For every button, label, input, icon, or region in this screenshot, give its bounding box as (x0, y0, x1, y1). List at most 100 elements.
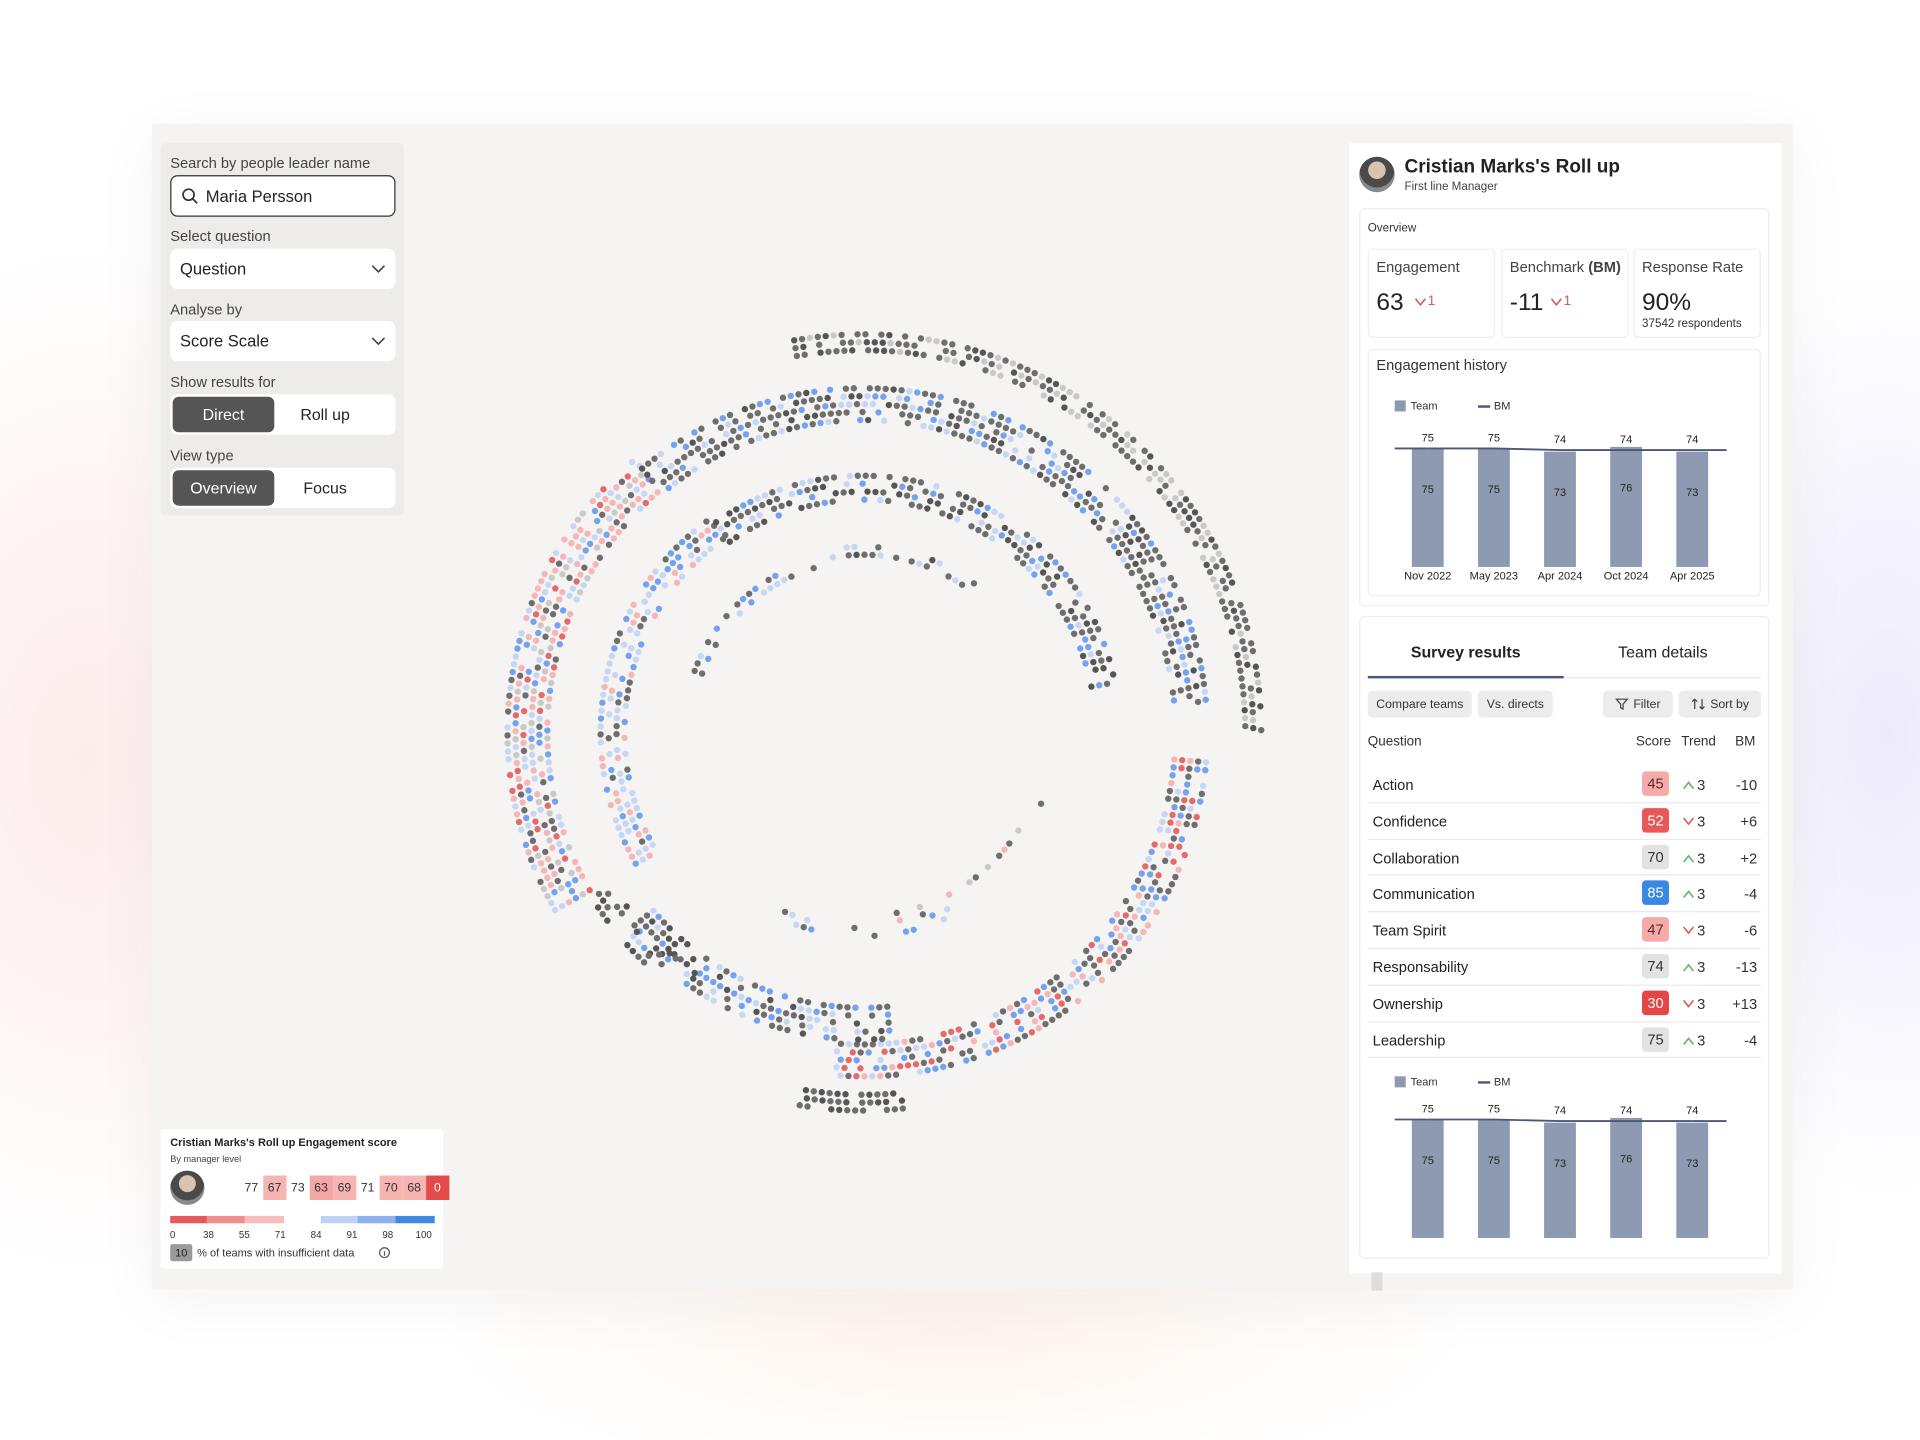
team-dot (1037, 995, 1045, 1002)
trend-down (1683, 817, 1695, 826)
team-dot (837, 1072, 844, 1079)
info-icon[interactable] (378, 1247, 390, 1259)
button[interactable]: Vs. directs (1477, 690, 1553, 718)
team-dot (548, 556, 556, 564)
team-dot (970, 497, 977, 504)
scale-tick-label: 38 (203, 1230, 214, 1241)
button[interactable]: Filter (1602, 690, 1673, 718)
team-dot (1051, 1005, 1059, 1012)
team-dot (978, 519, 985, 526)
team-dot (1070, 630, 1078, 637)
team-dot (782, 410, 790, 417)
team-dot (546, 687, 554, 695)
team-dot (571, 876, 579, 884)
team-dot (1128, 569, 1135, 577)
team-dot (869, 401, 877, 408)
team-dot (613, 484, 620, 491)
team-dot (1087, 422, 1094, 429)
team-dot (629, 501, 637, 508)
team-dot (831, 1035, 838, 1042)
tab[interactable]: Team details (1618, 642, 1708, 662)
team-dot (1183, 636, 1190, 643)
team-dot (738, 1002, 745, 1010)
team-dot (1023, 552, 1030, 559)
team-dot (938, 418, 945, 425)
team-dot (1023, 531, 1031, 538)
team-dot (1167, 842, 1175, 850)
team-dot (1063, 616, 1071, 623)
team-dot (877, 1072, 884, 1080)
team-dot (536, 731, 543, 738)
team-dot (613, 746, 621, 754)
team-dot (984, 863, 992, 871)
team-dot (1159, 818, 1166, 826)
team-dot (524, 676, 531, 683)
team-dot (940, 1030, 947, 1038)
team-dot (509, 668, 516, 676)
team-dot (929, 556, 936, 564)
team-dot (1159, 577, 1167, 584)
team-dot (1037, 800, 1045, 807)
team-dot (932, 1065, 939, 1072)
team-dot (981, 358, 988, 365)
team-dot (1188, 626, 1195, 633)
team-dot (525, 607, 533, 614)
team-dot (783, 1018, 790, 1025)
team-dot (691, 429, 698, 436)
team-dot (821, 1009, 828, 1017)
team-dot (1172, 873, 1179, 881)
team-dot (1086, 954, 1094, 962)
analyse-select[interactable]: Score Scale (170, 320, 396, 362)
team-dot (689, 561, 697, 569)
team-dot (788, 490, 796, 498)
team-dot (618, 478, 626, 486)
team-dot (635, 849, 643, 856)
toggle-option[interactable]: Direct (172, 396, 275, 433)
team-dot (1067, 577, 1074, 585)
team-dot (800, 398, 808, 405)
scale-tick-label: 55 (239, 1230, 250, 1241)
team-dot (512, 720, 519, 727)
team-dot (510, 660, 518, 668)
team-dot (854, 331, 861, 338)
team-dot (1111, 420, 1119, 428)
legend-label: BM (1494, 1076, 1511, 1088)
team-dot (946, 513, 954, 520)
team-dot (848, 488, 855, 496)
team-dot (1140, 574, 1147, 581)
team-dot (835, 1098, 842, 1105)
bar (1411, 448, 1444, 567)
trend-value: 3 (1697, 958, 1706, 976)
team-dot (1161, 494, 1168, 501)
team-dot (733, 506, 740, 513)
question-select[interactable]: Question (170, 248, 396, 289)
button[interactable]: Sort by (1678, 690, 1761, 718)
search-input[interactable]: Maria Persson (170, 175, 396, 217)
stat-card (1501, 248, 1629, 338)
team-dot (1181, 508, 1188, 515)
tab[interactable]: Survey results (1410, 642, 1521, 662)
team-dot (877, 497, 884, 504)
team-dot (1190, 667, 1197, 674)
toggle-option[interactable]: Overview (172, 470, 275, 506)
toggle-option[interactable]: Roll up (300, 405, 350, 424)
team-dot (1129, 447, 1137, 454)
team-dot (537, 878, 544, 886)
trend-up (1683, 781, 1695, 790)
team-dot (874, 385, 881, 392)
team-dot (960, 501, 967, 508)
team-dot (560, 829, 567, 836)
team-dot (1190, 521, 1197, 528)
chevron (371, 336, 386, 345)
team-dot (916, 560, 923, 567)
team-dot (1043, 561, 1050, 568)
stat-value: -11 (1509, 288, 1544, 316)
toggle-option[interactable]: Focus (303, 478, 347, 498)
team-dot (1208, 536, 1215, 543)
button[interactable]: Compare teams (1367, 690, 1472, 718)
bm-label: 75 (1488, 433, 1500, 445)
team-dot (513, 751, 520, 759)
team-dot (1249, 708, 1256, 716)
scrollbar[interactable] (1371, 1272, 1383, 1291)
team-dot (655, 951, 663, 958)
